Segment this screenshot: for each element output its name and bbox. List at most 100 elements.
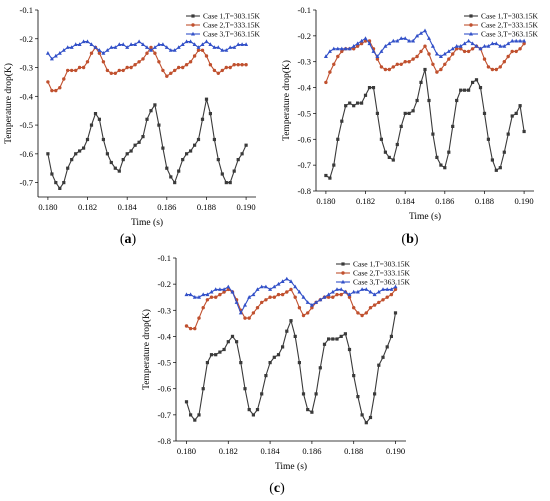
data-point bbox=[236, 62, 240, 67]
series-line-case-1 bbox=[47, 99, 247, 190]
data-point bbox=[117, 169, 121, 173]
data-point bbox=[309, 302, 314, 307]
data-point bbox=[230, 289, 235, 294]
data-point bbox=[336, 54, 340, 59]
data-point bbox=[216, 158, 220, 162]
data-point bbox=[306, 311, 310, 315]
data-point bbox=[339, 287, 344, 291]
data-point bbox=[419, 80, 423, 84]
data-point bbox=[438, 54, 443, 58]
data-point bbox=[49, 56, 54, 61]
data-point bbox=[209, 353, 214, 357]
data-point bbox=[89, 42, 94, 46]
data-point bbox=[220, 48, 225, 52]
data-point bbox=[289, 319, 293, 323]
data-point bbox=[387, 67, 391, 72]
data-point bbox=[326, 292, 331, 297]
data-point bbox=[224, 181, 228, 185]
data-point bbox=[391, 38, 396, 43]
legend-label-case-2: Case 2,T=333.15K bbox=[481, 21, 539, 30]
data-point bbox=[385, 287, 390, 291]
data-point bbox=[57, 51, 62, 55]
x-tick-label: 0.182 bbox=[219, 446, 238, 456]
data-point bbox=[272, 355, 276, 359]
data-point bbox=[339, 46, 344, 51]
legend-marker bbox=[191, 31, 195, 36]
data-point bbox=[93, 112, 98, 116]
data-point bbox=[184, 39, 189, 44]
data-point bbox=[502, 44, 507, 48]
data-point bbox=[506, 132, 510, 136]
legend-marker bbox=[191, 14, 195, 18]
data-point bbox=[498, 65, 502, 69]
data-point bbox=[247, 316, 251, 320]
data-point bbox=[427, 52, 431, 56]
data-point bbox=[232, 45, 237, 49]
data-point bbox=[393, 284, 398, 289]
y-tick-label: -0.5 bbox=[158, 358, 171, 368]
data-point bbox=[355, 44, 360, 48]
data-point bbox=[196, 45, 201, 49]
data-point bbox=[133, 62, 137, 67]
data-point bbox=[205, 361, 209, 365]
data-point bbox=[129, 65, 133, 70]
data-point bbox=[218, 292, 222, 297]
data-point bbox=[213, 287, 218, 291]
y-tick-label: -0.6 bbox=[158, 384, 171, 394]
series-line-case-3 bbox=[47, 40, 247, 60]
data-point bbox=[193, 143, 197, 147]
data-point bbox=[109, 160, 113, 165]
data-point bbox=[462, 41, 467, 46]
data-point bbox=[66, 68, 70, 73]
data-point bbox=[184, 62, 189, 67]
data-point bbox=[145, 117, 149, 121]
data-point bbox=[395, 38, 400, 43]
data-point bbox=[201, 387, 205, 391]
data-point bbox=[235, 340, 239, 344]
x-tick-label: 0.184 bbox=[396, 196, 416, 206]
legend-label-case-3: Case 3,T=363.15K bbox=[481, 30, 539, 39]
data-point bbox=[435, 155, 439, 159]
data-point bbox=[343, 46, 348, 51]
data-point bbox=[336, 137, 340, 141]
y-tick-label: -0.2 bbox=[20, 34, 33, 44]
data-point bbox=[335, 287, 339, 291]
data-point bbox=[184, 292, 189, 297]
data-point bbox=[393, 287, 398, 292]
data-point bbox=[423, 28, 427, 33]
data-point bbox=[145, 51, 149, 55]
data-point bbox=[268, 295, 272, 299]
x-tick-label: 0.186 bbox=[157, 202, 176, 212]
x-axis-label: Time (s) bbox=[131, 217, 163, 228]
data-point bbox=[176, 45, 181, 49]
data-point bbox=[510, 49, 514, 54]
data-point bbox=[276, 353, 281, 357]
data-point bbox=[466, 38, 471, 43]
data-point bbox=[208, 62, 213, 67]
data-point bbox=[81, 39, 86, 44]
data-point bbox=[224, 65, 228, 70]
data-point bbox=[188, 326, 193, 331]
data-point bbox=[326, 295, 331, 299]
data-point bbox=[419, 31, 423, 35]
data-point bbox=[285, 329, 289, 333]
data-point bbox=[196, 48, 201, 52]
data-point bbox=[105, 152, 109, 156]
data-point bbox=[220, 172, 224, 176]
data-point bbox=[89, 51, 94, 55]
data-point bbox=[332, 62, 336, 66]
data-point bbox=[149, 109, 153, 113]
data-point bbox=[331, 337, 335, 341]
data-point bbox=[506, 54, 510, 59]
data-point bbox=[272, 295, 276, 299]
y-tick-label: -0.7 bbox=[158, 410, 171, 420]
data-point bbox=[327, 49, 332, 53]
data-point bbox=[97, 48, 102, 52]
data-point bbox=[355, 289, 360, 294]
data-point bbox=[78, 149, 82, 153]
x-axis-label: Time (s) bbox=[275, 461, 307, 472]
data-point bbox=[85, 39, 90, 44]
data-point bbox=[411, 38, 416, 43]
y-tick-label: -0.7 bbox=[298, 160, 311, 170]
